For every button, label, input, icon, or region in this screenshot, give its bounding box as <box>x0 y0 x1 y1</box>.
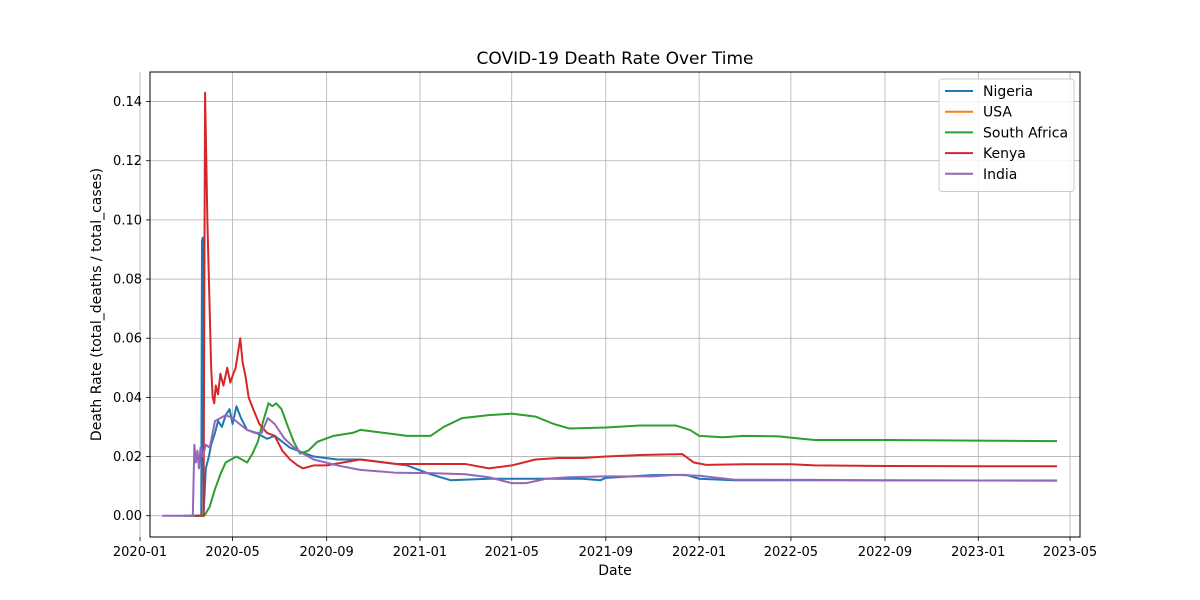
y-tick-label: 0.12 <box>113 154 142 169</box>
x-axis-label: Date <box>598 563 631 579</box>
x-tick-label: 2021-01 <box>393 545 447 560</box>
y-tick-label: 0.02 <box>113 450 142 465</box>
x-tick-label: 2021-09 <box>579 545 633 560</box>
series-line-south-africa <box>189 402 1058 517</box>
legend-label-south-africa: South Africa <box>983 125 1068 141</box>
legend-label-kenya: Kenya <box>983 146 1026 162</box>
plot-frame <box>149 71 1081 538</box>
y-axis-ticks: 0.00 0.02 0.04 0.06 0.08 0.10 0.12 0.14 <box>113 95 150 524</box>
x-tick-label: 2022-05 <box>764 545 818 560</box>
series-lines <box>162 91 1058 517</box>
chart-title: COVID-19 Death Rate Over Time <box>477 49 754 69</box>
x-tick-label: 2022-09 <box>858 545 912 560</box>
x-tick-label: 2023-01 <box>951 545 1005 560</box>
y-tick-label: 0.00 <box>113 509 142 524</box>
series-line-india <box>162 414 1058 517</box>
y-axis-label: Death Rate (total_deaths / total_cases) <box>89 168 105 441</box>
legend-label-nigeria: Nigeria <box>983 84 1033 100</box>
y-tick-label: 0.04 <box>113 391 142 406</box>
x-tick-label: 2020-01 <box>113 545 167 560</box>
x-axis-ticks: 2020-01 2020-05 2020-09 2021-01 2021-05 2021-… <box>113 537 1097 560</box>
series-line-kenya <box>195 91 1058 517</box>
y-tick-label: 0.08 <box>113 273 142 288</box>
grid-lines <box>139 72 1080 537</box>
x-tick-label: 2023-05 <box>1043 545 1097 560</box>
legend-box <box>938 78 1075 192</box>
y-tick-label: 0.14 <box>113 95 142 110</box>
legend-label-usa: USA <box>983 105 1012 121</box>
x-tick-label: 2021-05 <box>485 545 539 560</box>
legend: Nigeria USA South Africa Kenya India <box>938 78 1075 192</box>
legend-label-india: India <box>983 167 1017 183</box>
y-tick-label: 0.10 <box>113 213 142 228</box>
x-tick-label: 2020-05 <box>205 545 259 560</box>
y-tick-label: 0.06 <box>113 332 142 347</box>
x-tick-label: 2020-09 <box>300 545 354 560</box>
x-tick-label: 2022-01 <box>672 545 726 560</box>
